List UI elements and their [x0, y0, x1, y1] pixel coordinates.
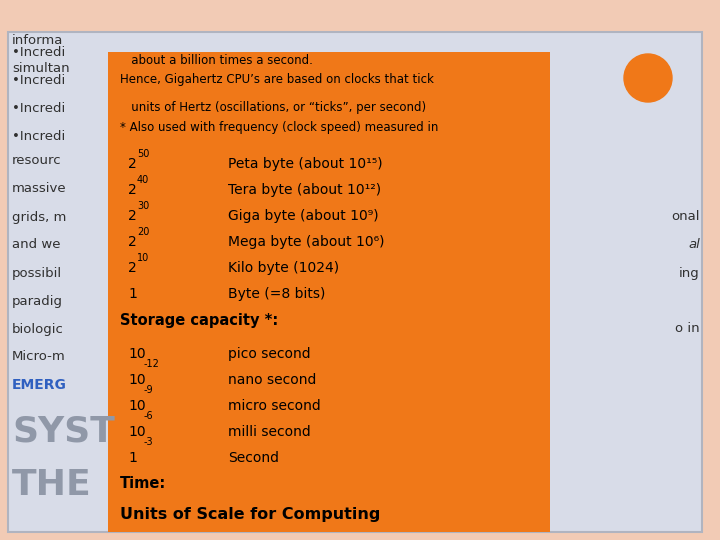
- Text: about a billion times a second.: about a billion times a second.: [120, 53, 313, 66]
- Text: 2: 2: [128, 183, 137, 197]
- Text: units of Hertz (oscillations, or “ticks”, per second): units of Hertz (oscillations, or “ticks”…: [120, 102, 426, 114]
- Text: 1: 1: [128, 451, 137, 465]
- Text: -6: -6: [144, 411, 153, 421]
- Text: and we: and we: [12, 239, 60, 252]
- Text: paradig: paradig: [12, 294, 63, 307]
- Text: grids, m: grids, m: [12, 211, 66, 224]
- Text: Kilo byte (1024): Kilo byte (1024): [228, 261, 339, 275]
- Text: * Also used with frequency (clock speed) measured in: * Also used with frequency (clock speed)…: [120, 122, 438, 134]
- Text: possibil: possibil: [12, 267, 62, 280]
- Text: •Incredi: •Incredi: [12, 103, 66, 116]
- Text: o in: o in: [675, 322, 700, 335]
- Text: 40: 40: [137, 175, 149, 185]
- Text: 2: 2: [128, 209, 137, 223]
- Text: EMERG: EMERG: [12, 378, 67, 392]
- Text: •Incredi: •Incredi: [12, 131, 66, 144]
- Text: 10: 10: [128, 373, 145, 387]
- Circle shape: [624, 54, 672, 102]
- Text: -3: -3: [144, 437, 153, 447]
- Text: pico second: pico second: [228, 347, 310, 361]
- Text: 10: 10: [128, 347, 145, 361]
- Text: biologic: biologic: [12, 322, 64, 335]
- Text: simultan: simultan: [12, 62, 70, 75]
- Text: Micro-m: Micro-m: [12, 350, 66, 363]
- Text: al: al: [688, 239, 700, 252]
- Text: Second: Second: [228, 451, 279, 465]
- Text: informa: informa: [12, 33, 63, 46]
- Text: Giga byte (about 10⁹): Giga byte (about 10⁹): [228, 209, 379, 223]
- Text: 2: 2: [128, 157, 137, 171]
- Text: massive: massive: [12, 183, 67, 195]
- Text: Peta byte (about 10¹⁵): Peta byte (about 10¹⁵): [228, 157, 382, 171]
- Text: SYST: SYST: [12, 415, 115, 449]
- Text: 1: 1: [128, 287, 137, 301]
- Text: Tera byte (about 10¹²): Tera byte (about 10¹²): [228, 183, 381, 197]
- Text: Hence, Gigahertz CPU’s are based on clocks that tick: Hence, Gigahertz CPU’s are based on cloc…: [120, 73, 434, 86]
- Text: 2: 2: [128, 261, 137, 275]
- Text: Units of Scale for Computing: Units of Scale for Computing: [120, 507, 380, 522]
- Bar: [108, 52, 550, 532]
- Text: Time:: Time:: [120, 476, 166, 491]
- Text: 2: 2: [128, 235, 137, 249]
- Text: 50: 50: [137, 149, 149, 159]
- Text: 30: 30: [137, 201, 149, 211]
- Text: Storage capacity *:: Storage capacity *:: [120, 313, 278, 327]
- Text: THE: THE: [12, 468, 91, 502]
- Text: •Incredi: •Incredi: [12, 75, 66, 87]
- Text: 10: 10: [128, 399, 145, 413]
- Text: onal: onal: [672, 211, 700, 224]
- Text: Mega byte (about 10⁶): Mega byte (about 10⁶): [228, 235, 384, 249]
- Text: 10: 10: [137, 253, 149, 263]
- Text: -12: -12: [144, 359, 160, 369]
- Text: •Incredi: •Incredi: [12, 46, 66, 59]
- Text: nano second: nano second: [228, 373, 316, 387]
- Text: micro second: micro second: [228, 399, 320, 413]
- Text: resourc: resourc: [12, 154, 62, 167]
- Text: 10: 10: [128, 425, 145, 439]
- Text: -9: -9: [144, 385, 153, 395]
- Text: Byte (=8 bits): Byte (=8 bits): [228, 287, 325, 301]
- Text: milli second: milli second: [228, 425, 311, 439]
- Text: 20: 20: [137, 227, 149, 237]
- Text: ing: ing: [679, 267, 700, 280]
